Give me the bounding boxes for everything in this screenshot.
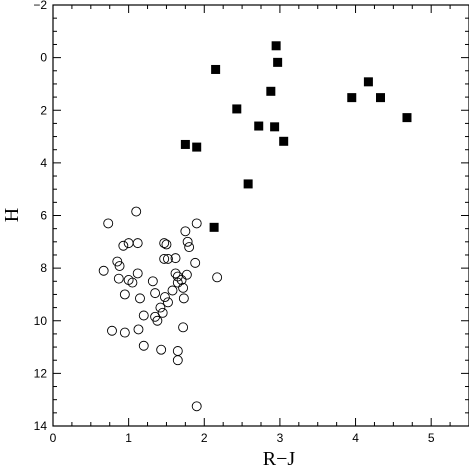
y-tick-label: 12 <box>34 366 48 380</box>
open-circle-point <box>172 346 183 356</box>
filled-square-point <box>266 86 276 96</box>
open-circle-point <box>172 271 183 282</box>
filled-square-point <box>232 104 242 114</box>
y-tick-label: −2 <box>33 0 47 12</box>
x-tick-label: 4 <box>352 431 359 445</box>
open-circle-point <box>159 253 170 264</box>
open-circle-point <box>167 285 178 296</box>
y-tick-label: 8 <box>40 261 47 275</box>
x-tick-label: 2 <box>201 431 208 445</box>
open-circle-point <box>161 239 172 250</box>
open-circle-point <box>113 273 124 284</box>
open-circle-point <box>132 268 143 279</box>
x-tick-label: 5 <box>428 431 435 445</box>
filled-square-point <box>402 113 412 123</box>
open-circle-point <box>138 310 149 321</box>
open-circle-point <box>114 261 125 271</box>
open-circle-point <box>159 292 170 303</box>
open-circle-point <box>180 226 191 237</box>
y-tick-label: 6 <box>40 209 47 223</box>
open-circle-point <box>150 288 161 299</box>
open-circle-point <box>132 238 143 249</box>
y-tick-label: 2 <box>40 103 47 117</box>
open-circle-point <box>119 289 130 300</box>
open-circle-point <box>98 265 109 276</box>
filled-square-point <box>209 222 219 232</box>
open-circle-point <box>156 344 167 355</box>
x-tick-label: 3 <box>277 431 284 445</box>
open-circle-point <box>172 355 183 366</box>
open-circle-point <box>127 277 138 288</box>
open-circle-point <box>182 236 193 247</box>
open-circle-point <box>163 297 173 308</box>
open-circle-point <box>170 253 181 264</box>
open-circle-point <box>172 277 183 288</box>
x-tick-label: 0 <box>50 431 57 445</box>
filled-square-point <box>192 142 202 152</box>
open-circle-point <box>131 206 142 217</box>
open-circle-point <box>178 282 189 293</box>
y-tick-label: 0 <box>40 51 47 65</box>
open-circle-point <box>133 324 144 335</box>
y-tick-label: 10 <box>34 314 48 328</box>
open-circle-point <box>107 325 117 336</box>
y-axis-label: H <box>1 208 23 222</box>
y-tick-label: 14 <box>34 419 48 433</box>
open-circle-point <box>135 293 145 304</box>
x-tick-label: 1 <box>125 431 132 445</box>
filled-square-point <box>273 57 283 67</box>
open-circle-point <box>152 315 163 326</box>
open-circle-point <box>157 307 168 318</box>
open-circle-point <box>155 302 166 313</box>
plot-frame <box>52 4 469 427</box>
open-circle-point <box>181 269 192 280</box>
filled-square-point <box>363 77 373 87</box>
open-circle-point <box>118 240 129 251</box>
open-circle-point <box>212 272 223 283</box>
open-circle-point <box>190 257 201 268</box>
filled-square-point <box>279 136 289 146</box>
open-circle-point <box>170 268 181 279</box>
open-circle-point <box>163 253 173 264</box>
open-circle-point <box>159 238 170 249</box>
x-axis-label: R−J <box>263 448 296 470</box>
filled-square-point <box>271 41 281 51</box>
y-tick-label: 4 <box>40 156 47 170</box>
open-circle-point <box>119 327 130 338</box>
open-circle-point <box>138 340 149 351</box>
open-circle-point <box>191 218 202 229</box>
filled-square-point <box>180 139 190 149</box>
axis-ticks <box>52 4 469 427</box>
open-circle-point <box>147 276 158 287</box>
filled-square-point <box>270 122 280 132</box>
data-points <box>98 41 412 412</box>
open-circle-point <box>184 242 195 253</box>
filled-square-point <box>243 179 253 189</box>
open-circle-point <box>123 238 134 249</box>
open-circle-point <box>103 218 114 229</box>
open-circle-point <box>191 401 202 412</box>
filled-square-point <box>376 93 386 103</box>
filled-square-point <box>347 93 357 103</box>
filled-square-point <box>211 64 221 74</box>
filled-square-point <box>254 121 264 131</box>
open-circle-point <box>112 256 123 267</box>
open-circle-point <box>178 293 189 304</box>
open-circle-point <box>178 322 189 333</box>
